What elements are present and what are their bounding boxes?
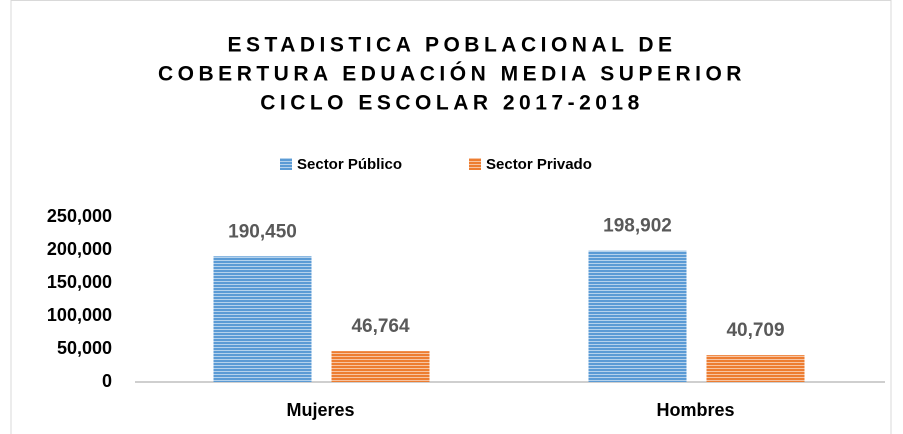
data-label: 40,709 bbox=[726, 320, 784, 341]
y-tick-label: 0 bbox=[102, 371, 112, 391]
legend-label: Sector Privado bbox=[486, 156, 592, 173]
data-label: 198,902 bbox=[603, 216, 672, 237]
y-tick-label: 50,000 bbox=[57, 338, 112, 358]
bar bbox=[213, 256, 312, 382]
chart-title: ESTADISTICA POBLACIONAL DE bbox=[227, 34, 676, 57]
bar bbox=[588, 250, 687, 382]
chart-title: CICLO ESCOLAR 2017-2018 bbox=[260, 92, 644, 115]
legend-swatch bbox=[280, 158, 292, 170]
y-tick-label: 150,000 bbox=[47, 272, 112, 292]
x-tick-label: Hombres bbox=[656, 400, 734, 420]
data-label: 46,764 bbox=[351, 316, 410, 337]
y-tick-label: 100,000 bbox=[47, 305, 112, 325]
data-label: 190,450 bbox=[228, 221, 297, 242]
chart-title: COBERTURA EDUACIÓN MEDIA SUPERIOR bbox=[158, 62, 746, 86]
y-tick-label: 200,000 bbox=[47, 239, 112, 259]
bar bbox=[706, 355, 805, 382]
bar bbox=[331, 351, 430, 382]
y-tick-label: 250,000 bbox=[47, 206, 112, 226]
legend-swatch bbox=[469, 158, 481, 170]
legend-label: Sector Público bbox=[297, 156, 402, 173]
x-tick-label: Mujeres bbox=[286, 400, 354, 420]
